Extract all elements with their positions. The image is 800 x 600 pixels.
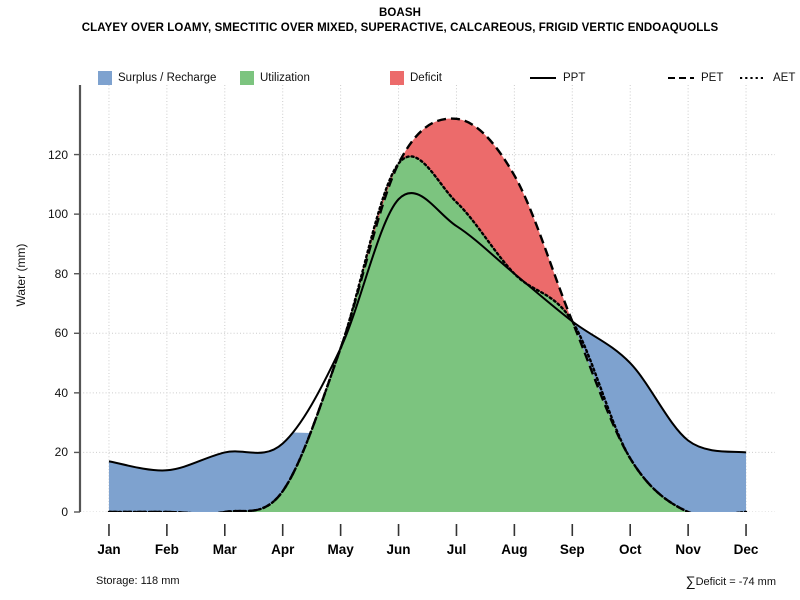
y-axis-tick-label: 100 bbox=[47, 207, 68, 222]
legend-line-dashed-icon bbox=[668, 72, 694, 84]
x-axis-tick-label-mar: Mar bbox=[212, 542, 237, 557]
x-axis-tick-label-sep: Sep bbox=[559, 542, 585, 557]
x-axis-tick-label-nov: Nov bbox=[675, 542, 701, 557]
band-surplus-recharge bbox=[108, 322, 747, 512]
x-axis-tick-label-may: May bbox=[327, 542, 354, 557]
y-axis-tick-label: 120 bbox=[47, 147, 68, 162]
legend-item-deficit[interactable]: Deficit bbox=[390, 68, 442, 88]
legend-label: Deficit bbox=[410, 72, 442, 84]
y-axis-tick-label: 60 bbox=[54, 326, 68, 341]
y-axis-tick-label: 80 bbox=[54, 266, 68, 281]
x-axis-tick-label-dec: Dec bbox=[733, 542, 759, 557]
legend-swatch-icon bbox=[390, 71, 404, 85]
y-axis-tick-label: 20 bbox=[54, 445, 68, 460]
chart-legend: Surplus / Recharge Utilization Deficit PPT P… bbox=[80, 68, 795, 88]
x-axis-tick-label-jul: Jul bbox=[446, 542, 467, 557]
legend-item-ppt[interactable]: PPT bbox=[530, 68, 585, 88]
sigma-icon: ∑ bbox=[685, 573, 696, 589]
legend-label: AET bbox=[773, 72, 796, 84]
legend-item-pet[interactable]: PET bbox=[668, 68, 723, 88]
storage-annotation: Storage: 118 mm bbox=[96, 575, 180, 587]
x-axis-tick-label-apr: Apr bbox=[271, 542, 295, 557]
page-subtitle: CLAYEY OVER LOAMY, SMECTITIC OVER MIXED,… bbox=[81, 22, 719, 34]
legend-swatch-icon bbox=[240, 71, 254, 85]
legend-label: PPT bbox=[563, 72, 586, 84]
legend-label: Utilization bbox=[260, 72, 310, 84]
legend-item-utilization[interactable]: Utilization bbox=[240, 68, 310, 88]
x-axis-tick-label-aug: Aug bbox=[501, 542, 528, 557]
legend-item-surplus-recharge[interactable]: Surplus / Recharge bbox=[98, 68, 216, 88]
y-axis-tick-label: 0 bbox=[61, 505, 68, 519]
x-axis-tick-label-oct: Oct bbox=[618, 542, 642, 557]
x-axis-tick-label-jan: Jan bbox=[97, 542, 121, 557]
y-axis-tick-label: 40 bbox=[54, 385, 68, 400]
legend-label: PET bbox=[701, 72, 724, 84]
deficit-annotation: ∑Deficit = -74 mm bbox=[686, 573, 776, 589]
series-line-ppt bbox=[108, 192, 747, 472]
x-axis-tick-label-feb: Feb bbox=[154, 542, 179, 557]
band-utilization bbox=[206, 156, 696, 512]
page-title: BOASH bbox=[378, 7, 422, 19]
series-line-aet bbox=[107, 155, 748, 512]
legend-swatch-icon bbox=[98, 71, 112, 85]
y-axis-title: Water (mm) bbox=[14, 243, 28, 307]
chart-title-block: BOASH CLAYEY OVER LOAMY, SMECTITIC OVER … bbox=[0, 6, 800, 36]
legend-line-solid-icon bbox=[530, 72, 556, 84]
legend-line-dotted-icon bbox=[740, 72, 766, 84]
deficit-annotation-text: Deficit = -74 mm bbox=[695, 576, 776, 588]
legend-item-aet[interactable]: AET bbox=[740, 68, 795, 88]
legend-label: Surplus / Recharge bbox=[118, 72, 217, 84]
x-axis-tick-label-jun: Jun bbox=[386, 542, 411, 557]
